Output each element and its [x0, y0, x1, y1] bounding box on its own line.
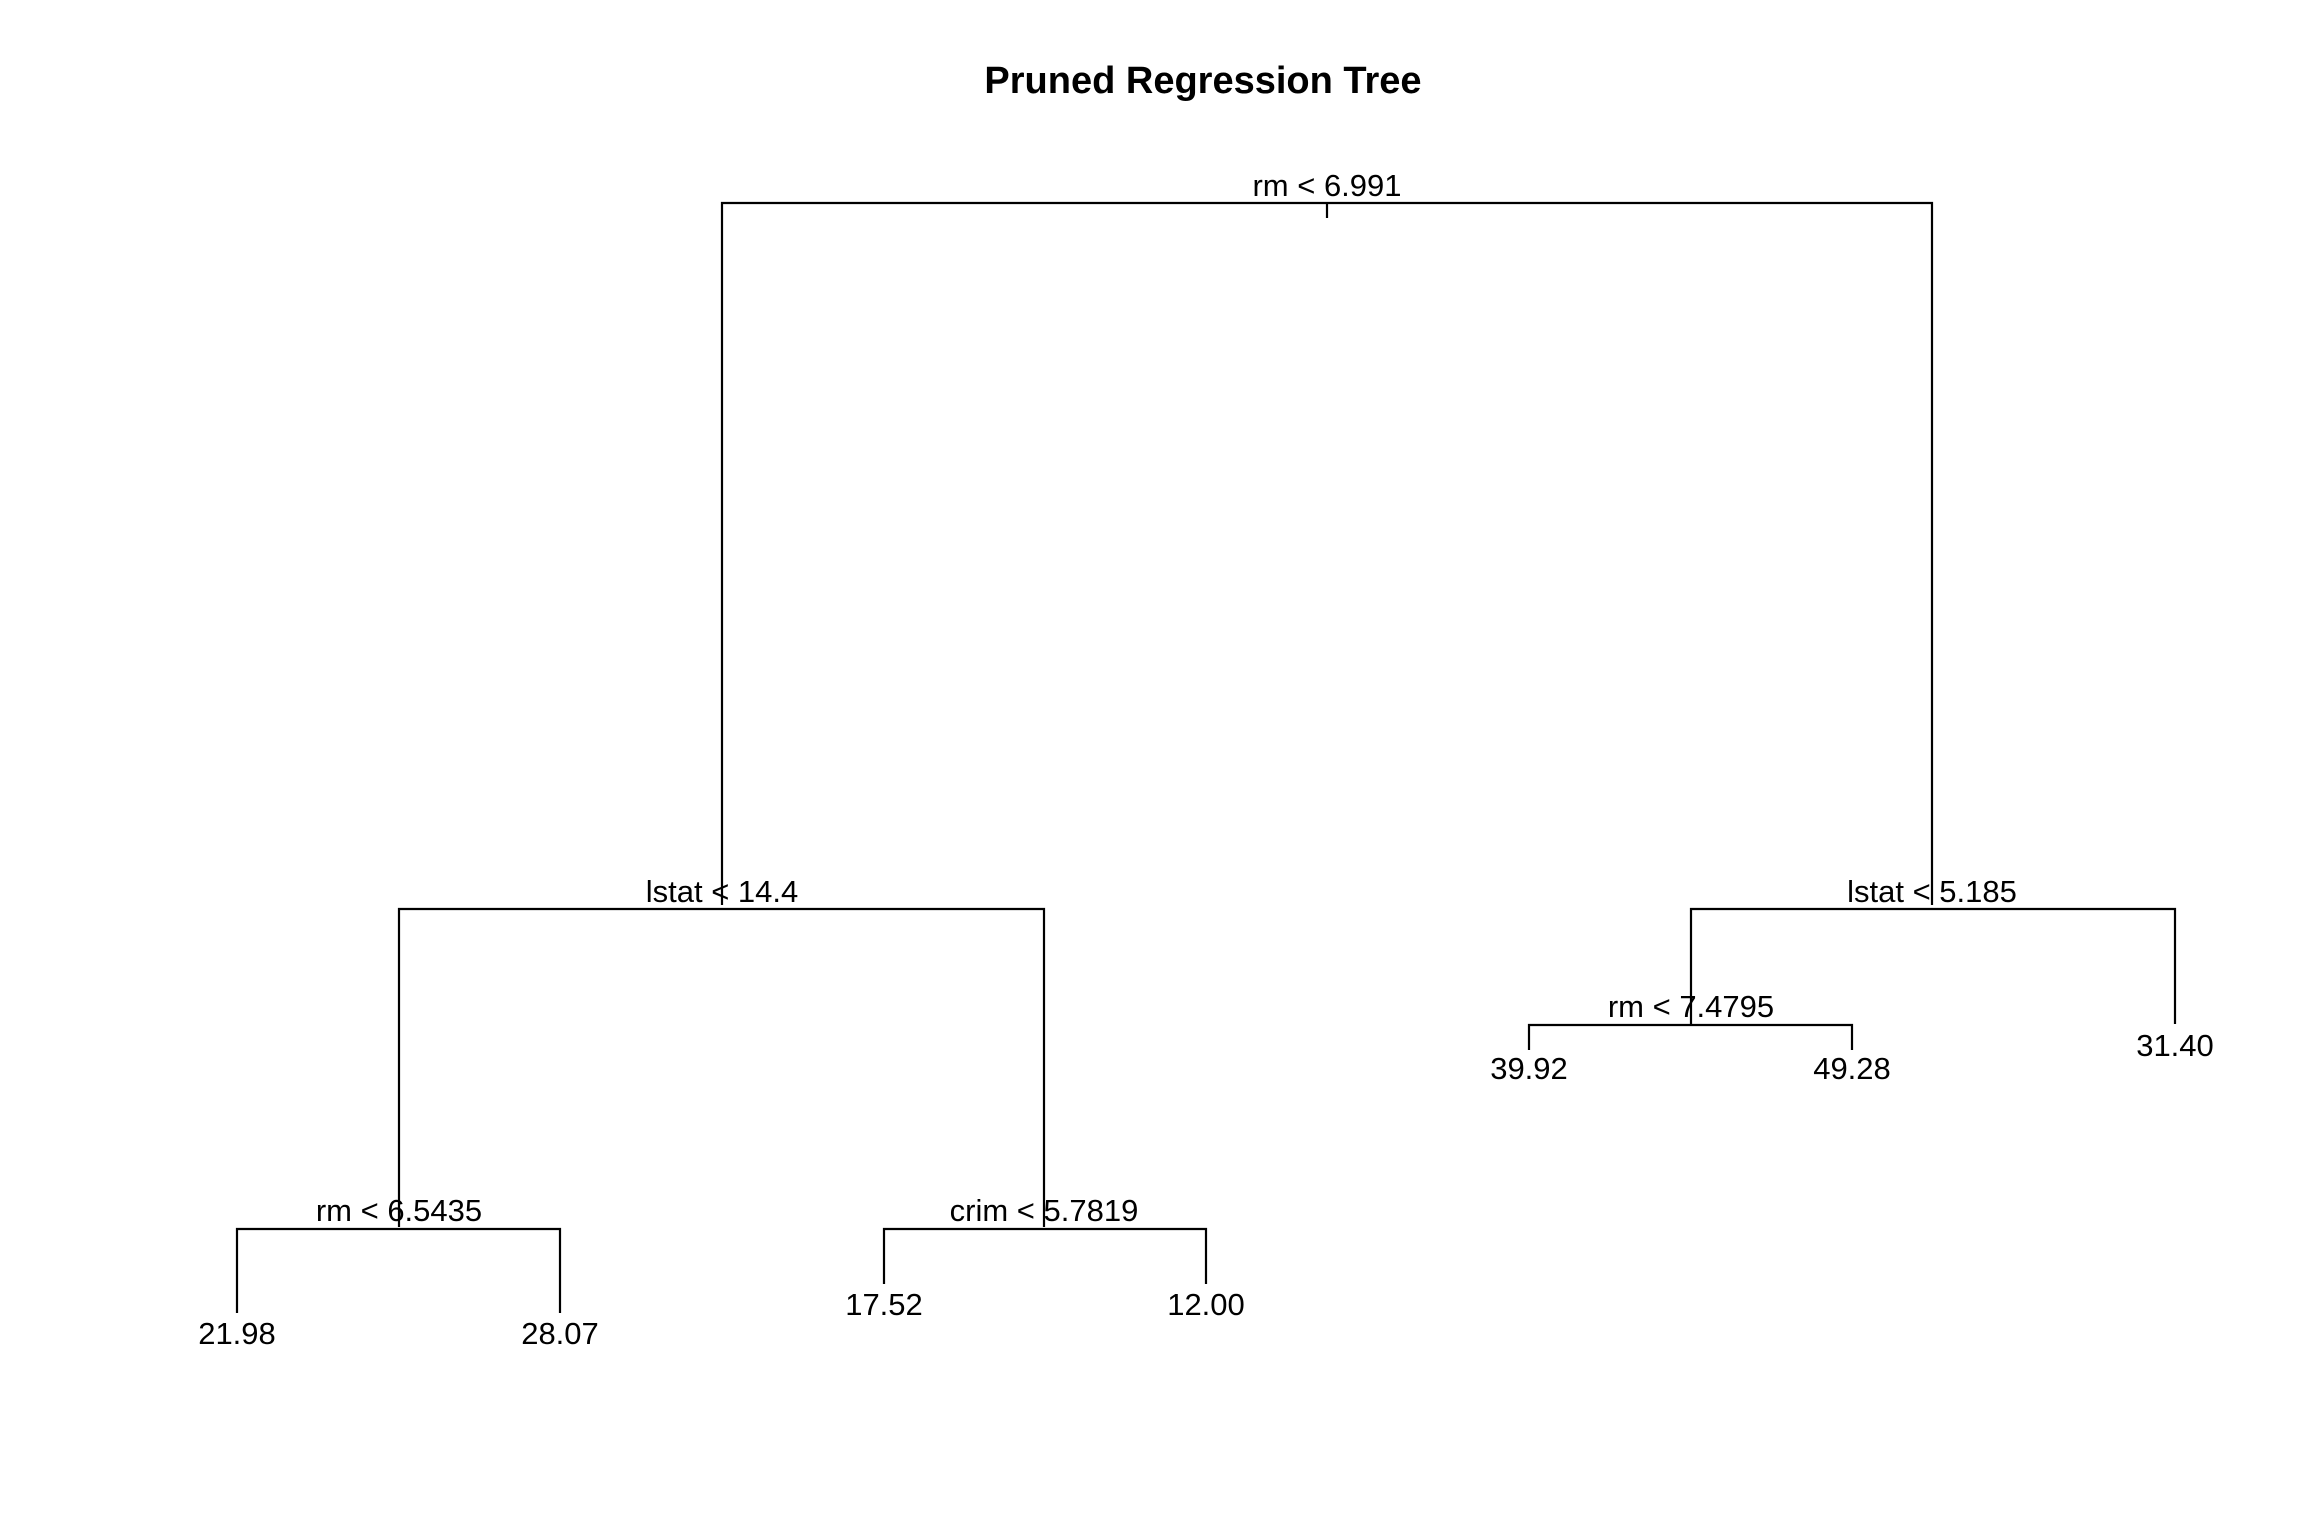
split-label-left-right: crim < 5.7819 [950, 1193, 1139, 1228]
leaf-value: 49.28 [1813, 1051, 1891, 1086]
branch-right [1689, 907, 2177, 1024]
split-label-right: lstat < 5.185 [1847, 874, 2017, 909]
node-left: lstat < 14.4 [397, 874, 1046, 1227]
leaf-value: 17.52 [845, 1287, 923, 1322]
leaf-value: 28.07 [521, 1316, 599, 1351]
branch-root [720, 201, 1934, 905]
node-left-left: rm < 6.5435 21.98 28.07 [198, 1193, 599, 1351]
leaf-value: 39.92 [1490, 1051, 1568, 1086]
branch-right-left [1527, 1023, 1854, 1050]
split-label-left: lstat < 14.4 [646, 874, 799, 909]
branch-left-left [235, 1227, 562, 1313]
split-label-root: rm < 6.991 [1252, 168, 1401, 203]
leaf-value: 12.00 [1167, 1287, 1245, 1322]
plot-title: Pruned Regression Tree [984, 60, 1421, 102]
node-left-right: crim < 5.7819 17.52 12.00 [845, 1193, 1245, 1322]
node-right: lstat < 5.185 31.40 [1689, 874, 2214, 1063]
branch-left [397, 907, 1046, 1227]
split-label-left-left: rm < 6.5435 [316, 1193, 482, 1228]
split-label-right-left: rm < 7.4795 [1608, 989, 1774, 1024]
leaf-value: 21.98 [198, 1316, 276, 1351]
node-right-left: rm < 7.4795 39.92 49.28 [1490, 989, 1891, 1086]
node-root: rm < 6.991 [720, 168, 1934, 905]
branch-left-right [882, 1227, 1208, 1284]
leaf-value: 31.40 [2136, 1028, 2214, 1063]
